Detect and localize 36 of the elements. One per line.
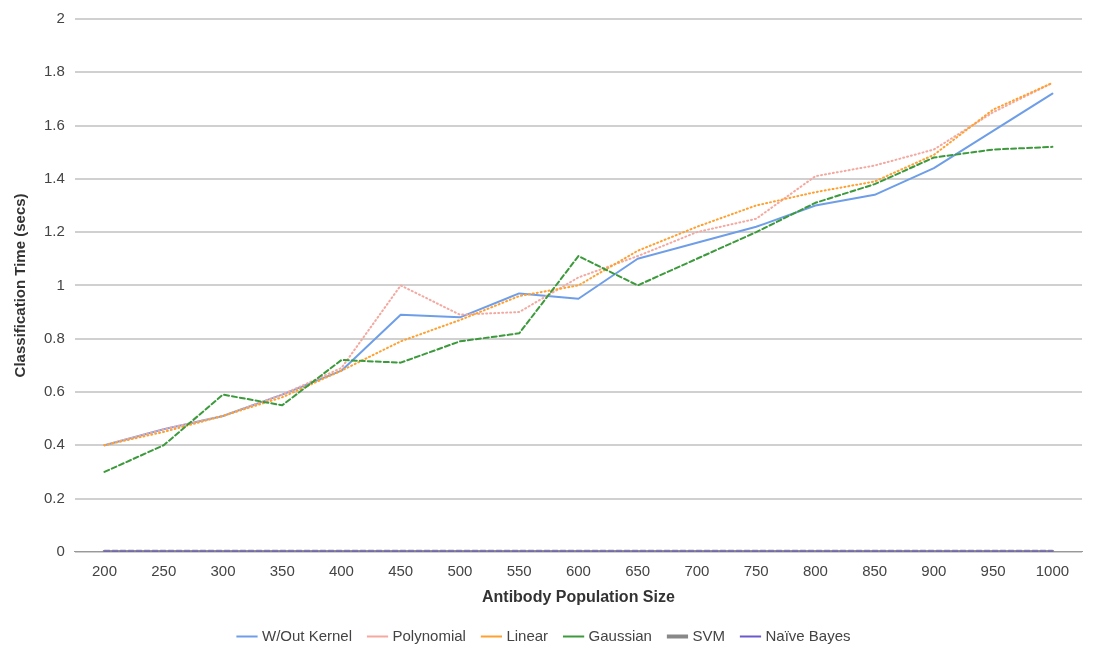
legend-label: Gaussian [588, 626, 652, 644]
x-tick-label: 600 [565, 561, 591, 579]
x-tick-label: 200 [91, 561, 117, 579]
x-tick-label: 550 [506, 561, 532, 579]
y-tick-label: 0 [56, 541, 65, 559]
y-tick-label: 1 [56, 275, 65, 293]
x-tick-label: 700 [684, 561, 710, 579]
legend-label: Naïve Bayes [765, 626, 851, 644]
x-tick-label: 800 [802, 561, 828, 579]
y-tick-label: 0.6 [43, 382, 65, 400]
y-tick-label: 1.4 [43, 168, 65, 186]
x-tick-label: 1000 [1035, 561, 1070, 579]
x-tick-label: 500 [447, 561, 473, 579]
y-tick-label: 1.2 [43, 222, 65, 240]
x-tick-label: 950 [980, 561, 1006, 579]
x-axis-title: Antibody Population Size [481, 587, 675, 605]
x-tick-label: 750 [743, 561, 769, 579]
legend-label: W/Out Kernel [262, 626, 353, 644]
legend-label: SVM [692, 626, 725, 644]
y-tick-label: 0.2 [43, 488, 65, 506]
legend-label: Polynomial [392, 626, 466, 644]
x-tick-label: 850 [862, 561, 888, 579]
y-axis-title: Classification Time (secs) [11, 193, 29, 378]
x-tick-label: 450 [388, 561, 414, 579]
x-tick-label: 350 [269, 561, 295, 579]
y-tick-label: 2 [56, 9, 65, 27]
y-tick-label: 1.8 [43, 62, 65, 80]
y-tick-label: 0.8 [43, 328, 65, 346]
legend-label: Linear [506, 626, 549, 644]
x-tick-label: 900 [921, 561, 947, 579]
y-tick-label: 0.4 [43, 435, 65, 453]
x-tick-label: 250 [151, 561, 177, 579]
x-tick-label: 400 [328, 561, 354, 579]
x-tick-label: 650 [625, 561, 651, 579]
y-tick-label: 1.6 [43, 115, 65, 133]
x-tick-label: 300 [210, 561, 236, 579]
